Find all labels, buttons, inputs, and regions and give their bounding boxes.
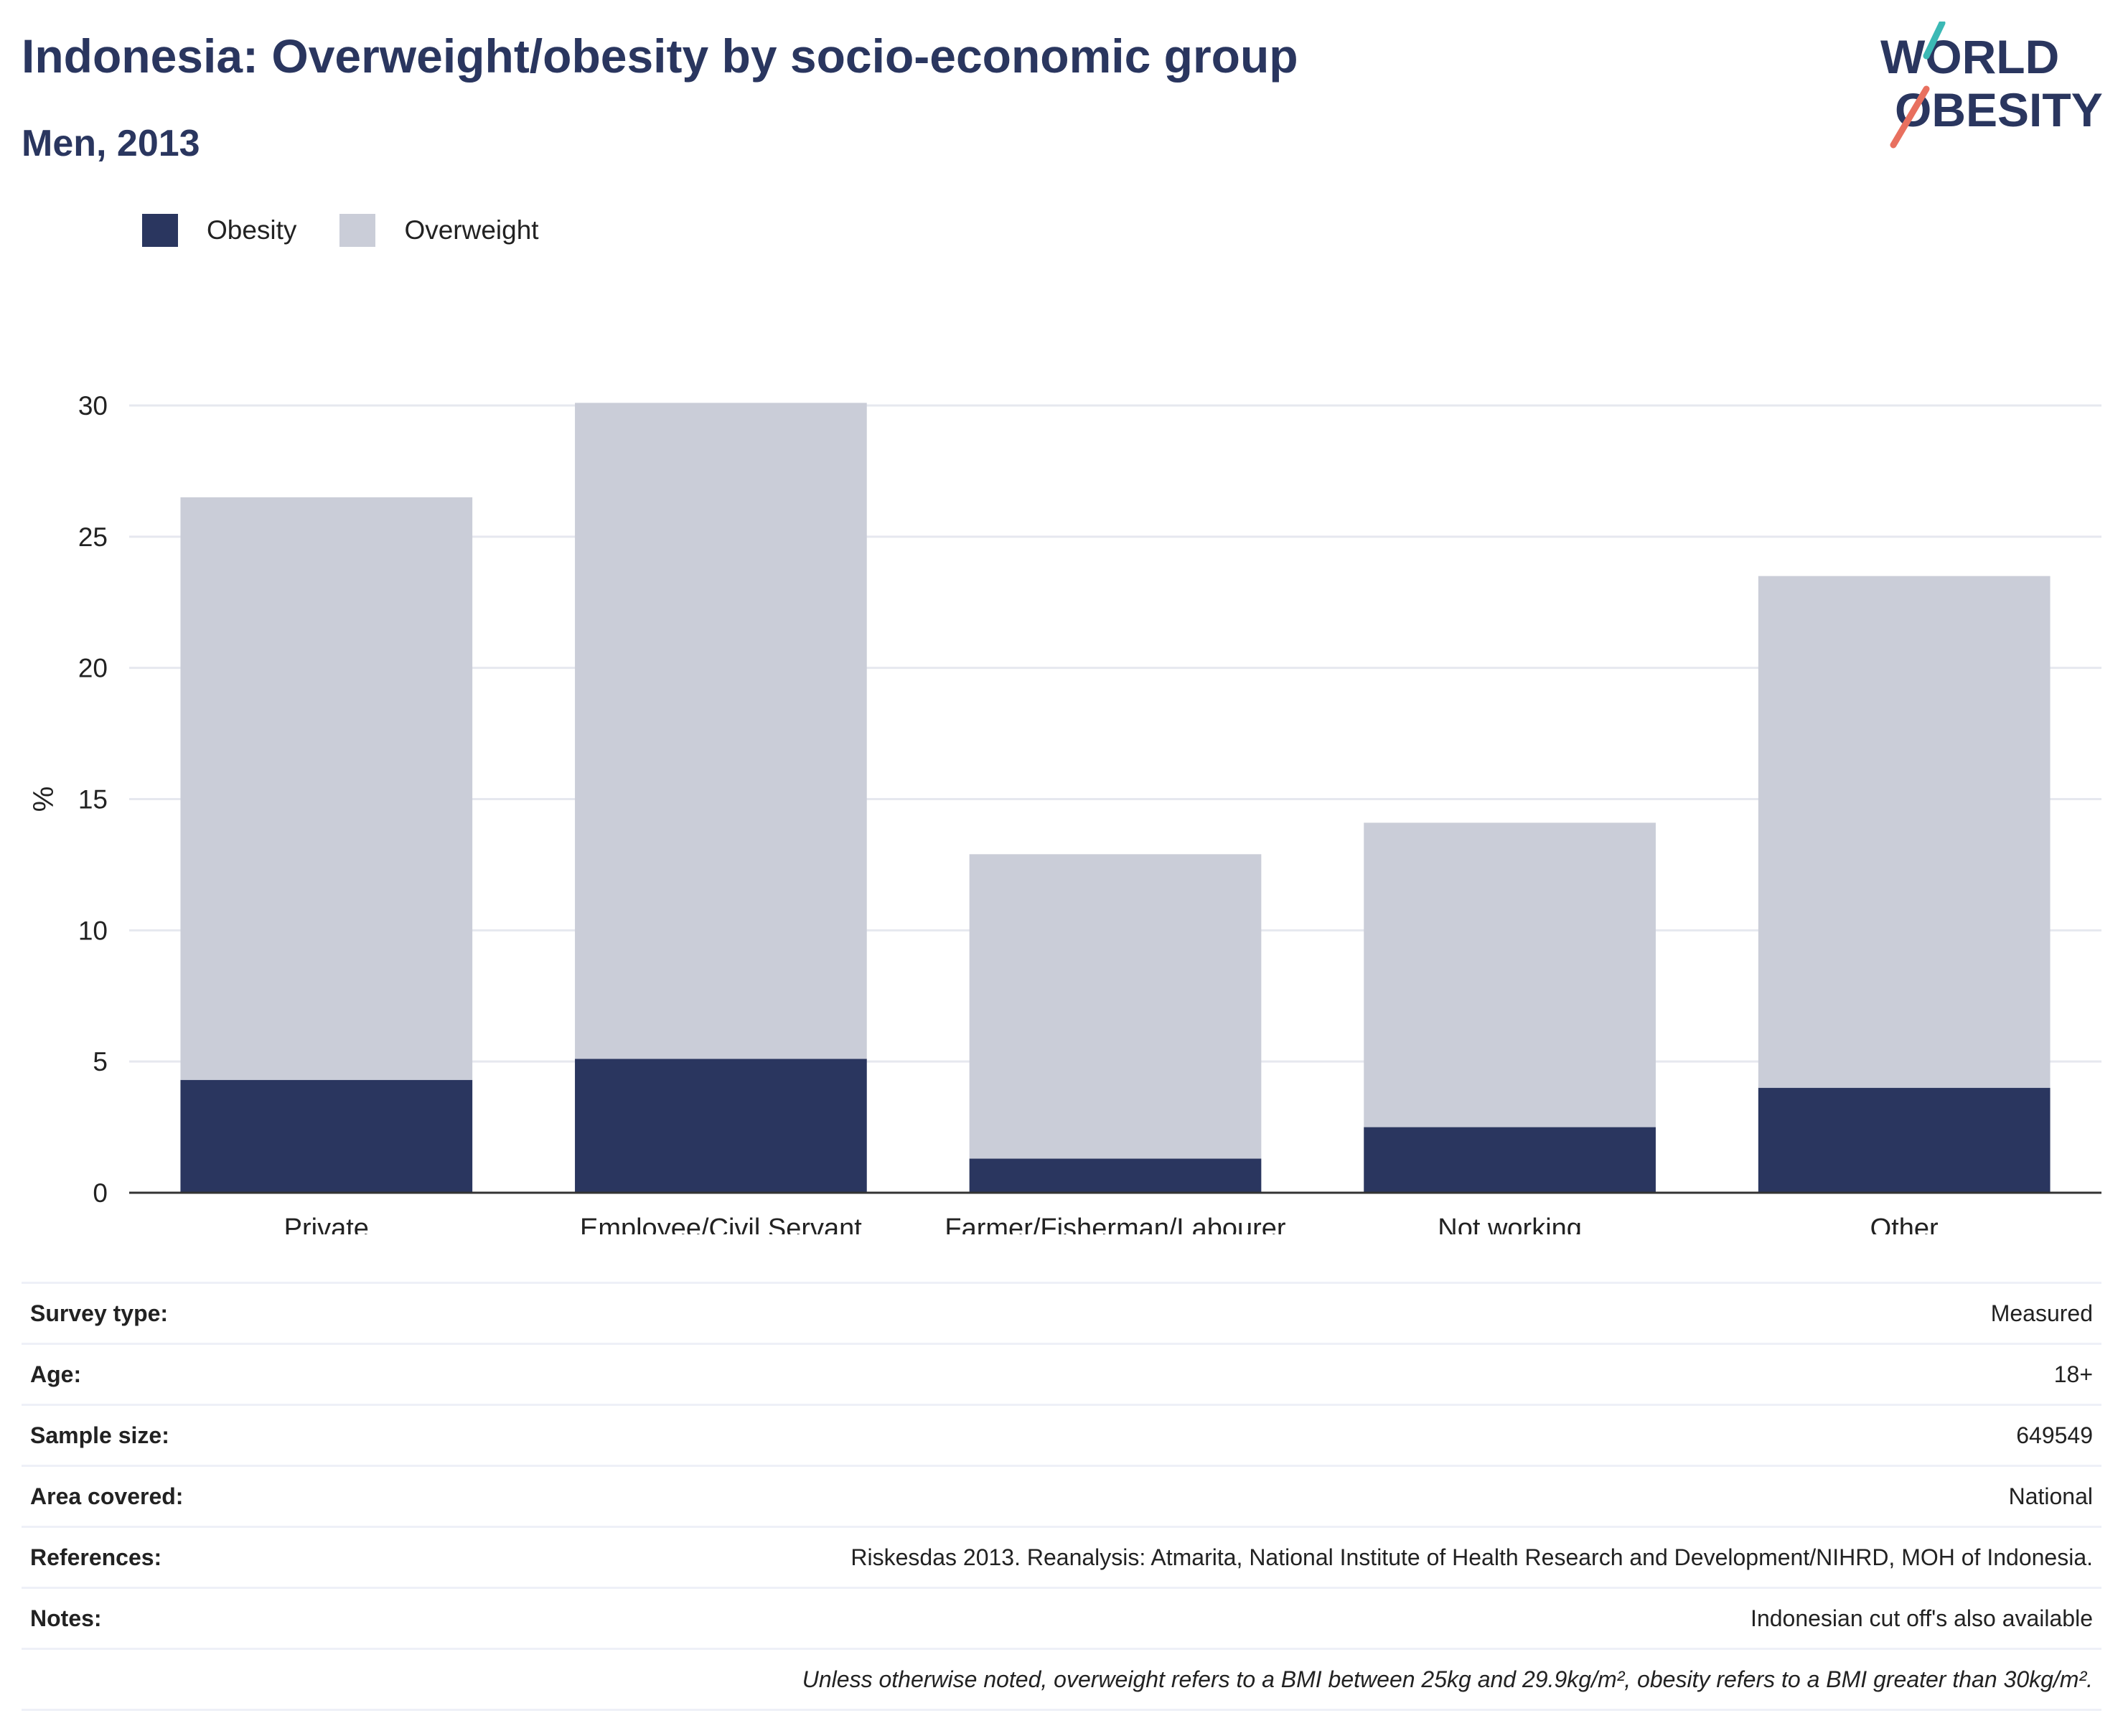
legend-swatch-obesity — [142, 214, 178, 247]
info-label: Survey type: — [30, 1300, 169, 1326]
bar-overweight-2 — [575, 403, 867, 1059]
x-tick-label: Farmer/Fisherman/Labourer — [945, 1214, 1286, 1234]
survey-info-table: Survey type: Measured Age: 18+ Sample si… — [22, 1282, 2101, 1711]
info-row-references: References: Riskesdas 2013. Reanalysis: … — [22, 1526, 2101, 1587]
x-tick-label: Other — [1870, 1214, 1939, 1234]
info-row-area-covered: Area covered: National — [22, 1465, 2101, 1526]
logo-teal-slash — [1923, 22, 1946, 60]
logo-word-world: WORLD — [1880, 30, 2059, 83]
info-label: Sample size: — [30, 1422, 169, 1448]
y-tick-label: 0 — [93, 1178, 108, 1208]
world-obesity-logo: WORLD OBESITY — [1880, 22, 2103, 149]
info-value: 18+ — [2053, 1361, 2093, 1387]
legend-swatch-overweight — [339, 214, 376, 247]
legend-item-obesity[interactable]: Obesity — [142, 214, 296, 247]
logo-word-obesity: OBESITY — [1895, 83, 2103, 136]
y-tick-label: 30 — [78, 391, 108, 421]
info-label: Age: — [30, 1361, 82, 1387]
bar-overweight-5 — [1758, 576, 2051, 1088]
info-row-notes: Notes: Indonesian cut off's also availab… — [22, 1587, 2101, 1648]
info-value: Measured — [1990, 1300, 2093, 1326]
y-axis-label: % — [28, 787, 60, 812]
info-value: Indonesian cut off's also available — [1751, 1605, 2093, 1631]
bar-obesity-4 — [1364, 1127, 1656, 1193]
y-tick-label: 15 — [78, 785, 108, 815]
info-value: Riskesdas 2013. Reanalysis: Atmarita, Na… — [850, 1544, 2093, 1570]
info-row-sample-size: Sample size: 649549 — [22, 1404, 2101, 1465]
bar-obesity-1 — [180, 1079, 473, 1193]
info-label: References: — [30, 1544, 162, 1570]
logo-coral-slash — [1890, 85, 1930, 149]
stacked-bar-chart: 0 5 10 15 20 25 30% Private Employee/Civil Serva… — [28, 391, 2101, 1234]
chart-subtitle: Men, 2013 — [22, 123, 200, 164]
bar-obesity-3 — [969, 1158, 1262, 1193]
bar-obesity-2 — [575, 1059, 867, 1193]
y-tick-label: 10 — [78, 916, 108, 945]
x-tick-label: Employee/Civil Servant — [580, 1214, 862, 1234]
info-label: Area covered: — [30, 1483, 184, 1509]
bar-overweight-1 — [180, 497, 473, 1080]
bar-overweight-4 — [1364, 822, 1656, 1127]
info-value: National — [2008, 1483, 2093, 1509]
x-tick-label: Not working — [1438, 1214, 1582, 1234]
y-tick-label: 25 — [78, 522, 108, 552]
x-tick-label: Private — [284, 1214, 369, 1234]
info-label: Notes: — [30, 1605, 102, 1631]
chart-legend: Obesity Overweight — [142, 212, 582, 248]
y-tick-label: 20 — [78, 654, 108, 683]
bar-obesity-5 — [1758, 1087, 2051, 1193]
info-row-survey-type: Survey type: Measured — [22, 1282, 2101, 1343]
legend-label-obesity: Obesity — [207, 215, 297, 245]
legend-label-overweight: Overweight — [404, 215, 539, 245]
bmi-footnote: Unless otherwise noted, overweight refer… — [22, 1648, 2101, 1711]
y-tick-label: 5 — [93, 1047, 108, 1076]
info-row-age: Age: 18+ — [22, 1343, 2101, 1404]
bar-overweight-3 — [969, 854, 1262, 1159]
chart-title: Indonesia: Overweight/obesity by socio-e… — [22, 29, 1298, 83]
info-value: 649549 — [2016, 1422, 2093, 1448]
legend-item-overweight[interactable]: Overweight — [339, 214, 539, 247]
